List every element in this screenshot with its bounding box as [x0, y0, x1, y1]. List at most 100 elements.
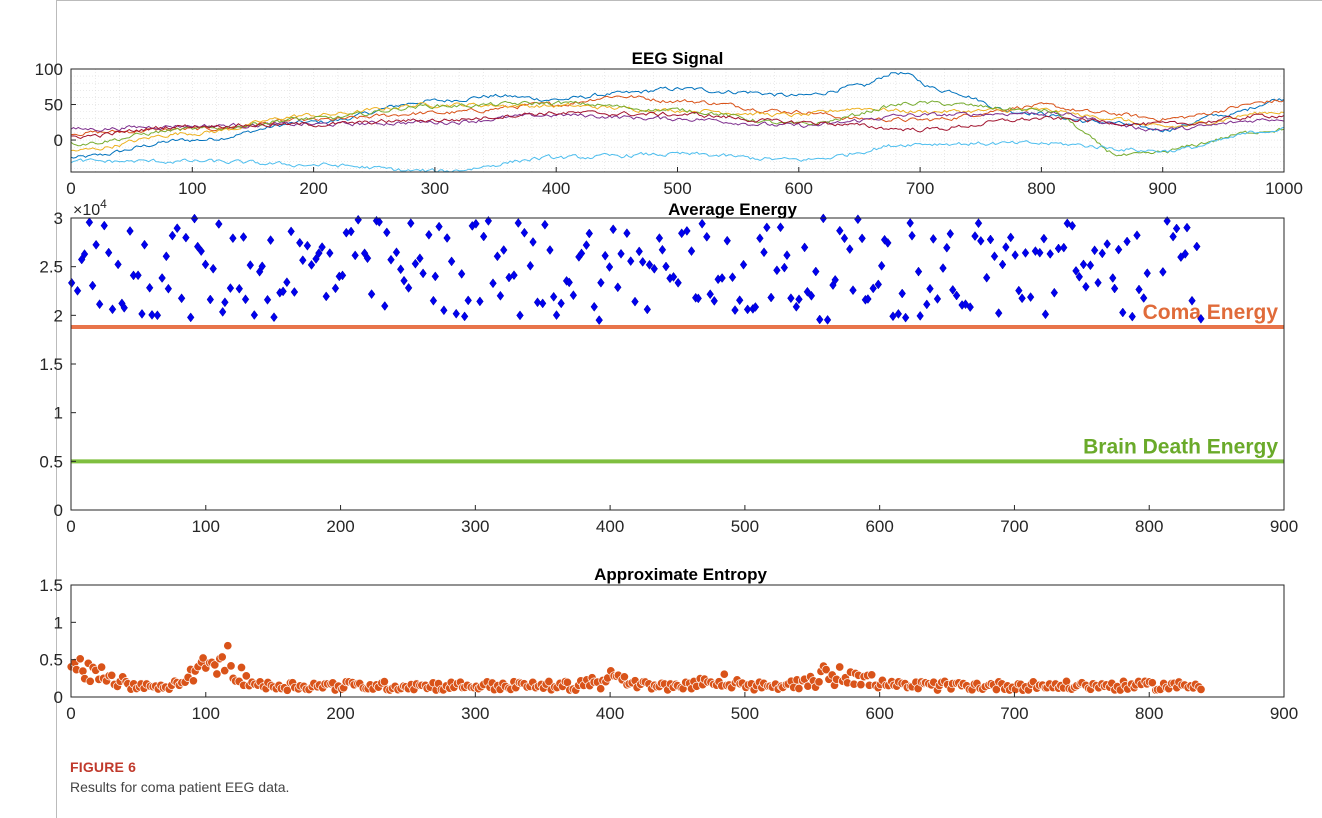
energy-point: [635, 246, 643, 257]
entropy-x-tick-label: 600: [865, 704, 893, 723]
energy-point: [735, 295, 744, 306]
energy-point: [946, 228, 955, 239]
energy-point: [552, 310, 561, 321]
energy-point: [476, 296, 484, 307]
energy-reference-label: Coma Energy: [1143, 301, 1279, 324]
energy-point: [1026, 292, 1035, 303]
energy-point: [387, 254, 395, 265]
eeg-x-tick-label: 600: [785, 179, 813, 198]
energy-point: [134, 270, 142, 281]
eeg-x-tick-label: 0: [66, 179, 75, 198]
energy-point: [1159, 266, 1167, 277]
energy-point: [100, 220, 108, 231]
energy-point: [743, 304, 752, 315]
eeg-series-line: [71, 102, 1284, 152]
energy-point: [831, 274, 839, 285]
energy-point: [650, 263, 658, 274]
entropy-y-tick-label: 1: [54, 613, 63, 632]
energy-point: [239, 232, 248, 242]
energy-point: [990, 251, 999, 262]
energy-point: [315, 248, 323, 259]
energy-point: [226, 283, 235, 294]
eeg-series-line: [71, 71, 1284, 159]
energy-point: [182, 232, 190, 243]
energy-point: [1143, 268, 1151, 279]
energy-point: [557, 298, 565, 309]
energy-point: [582, 240, 591, 251]
energy-point: [1021, 247, 1030, 258]
energy-point: [1094, 277, 1102, 288]
energy-point: [760, 247, 768, 258]
eeg-series-line: [71, 100, 1284, 157]
energy-point: [577, 248, 586, 259]
energy-point: [807, 290, 816, 301]
energy-point: [92, 239, 100, 250]
energy-point: [933, 293, 942, 304]
energy-point: [104, 247, 113, 258]
figure-label: FIGURE 6: [70, 759, 137, 775]
energy-point: [1002, 242, 1010, 253]
entropy-point: [198, 653, 208, 663]
energy-point: [1103, 239, 1111, 249]
energy-point: [949, 284, 957, 295]
energy-point: [569, 290, 578, 301]
energy-point: [792, 301, 801, 312]
energy-point: [1086, 260, 1095, 271]
energy-point: [381, 301, 389, 311]
chart-0: 0 100 200 300 400 500 600 700 800 900 1000 0 50 100 EE…: [35, 49, 1303, 198]
energy-point: [404, 282, 413, 293]
energy-point: [787, 293, 795, 304]
energy-point: [326, 248, 334, 259]
energy-point: [773, 265, 781, 276]
energy-point: [952, 290, 961, 301]
eeg-x-tick-label: 500: [663, 179, 691, 198]
energy-point: [307, 259, 316, 270]
energy-point: [206, 294, 215, 305]
energy-point: [73, 285, 82, 296]
energy-point: [201, 259, 210, 270]
energy-x-tick-label: 100: [192, 517, 220, 536]
entropy-point: [821, 665, 831, 675]
energy-point: [296, 237, 304, 248]
entropy-x-tick-label: 700: [1000, 704, 1028, 723]
energy-point: [338, 270, 347, 281]
entropy-x-tick-label: 800: [1135, 704, 1163, 723]
energy-point: [728, 272, 737, 283]
energy-point: [718, 273, 726, 283]
energy-point: [631, 296, 639, 307]
energy-point: [914, 266, 923, 277]
energy-point: [88, 280, 97, 291]
energy-point: [763, 222, 771, 233]
energy-point: [908, 230, 916, 241]
energy-point: [218, 306, 227, 317]
energy-point: [416, 253, 424, 264]
energy-point: [479, 231, 488, 242]
entropy-point: [1196, 684, 1206, 694]
eeg-y-tick-label: 100: [35, 60, 63, 79]
energy-point: [331, 283, 340, 294]
energy-point: [1060, 242, 1068, 253]
energy-point: [392, 247, 401, 258]
energy-point: [1011, 250, 1019, 261]
entropy-point: [544, 676, 554, 687]
eeg-x-tick-label: 200: [299, 179, 327, 198]
energy-point: [889, 311, 897, 322]
energy-point: [407, 218, 415, 229]
energy-point: [1050, 287, 1059, 298]
energy-point: [177, 293, 186, 304]
energy-point: [429, 295, 438, 306]
energy-point: [538, 298, 547, 309]
energy-point: [140, 239, 149, 250]
energy-point: [546, 245, 554, 255]
energy-point: [846, 244, 854, 255]
energy-point: [1139, 293, 1148, 303]
energy-point: [493, 251, 502, 262]
energy-x-tick-label: 700: [1000, 517, 1028, 536]
energy-point: [1197, 313, 1205, 324]
energy-point: [145, 282, 154, 293]
energy-point: [974, 218, 983, 229]
energy-point: [694, 293, 702, 304]
eeg-series-line: [71, 126, 1284, 172]
eeg-series-line: [71, 110, 1284, 140]
energy-point: [186, 312, 195, 323]
